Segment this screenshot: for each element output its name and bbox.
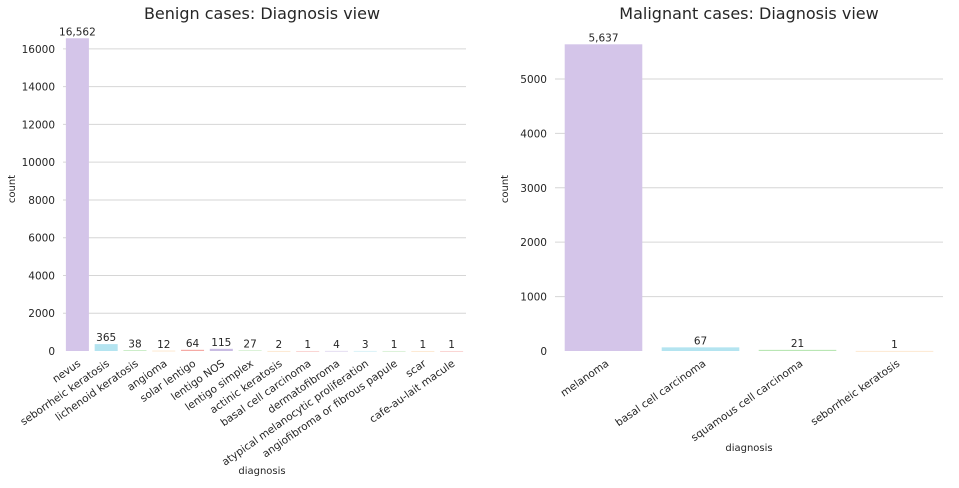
benign-bar: [181, 349, 205, 351]
malignant-value-labels: 5,637 67 21 1: [588, 32, 897, 351]
malignant-y-tick-label: 3000: [520, 183, 547, 195]
benign-bar-value-label: 2: [276, 339, 283, 351]
malignant-x-axis-label: diagnosis: [725, 443, 772, 454]
benign-bar-value-label: 1: [419, 339, 426, 351]
benign-bar: [65, 38, 89, 351]
benign-y-tick-label: 10000: [22, 157, 55, 169]
benign-y-tick-label: 2000: [28, 308, 55, 320]
benign-bar-value-label: 1: [391, 339, 398, 351]
malignant-y-axis-label: count: [500, 175, 511, 203]
malignant-bar: [661, 347, 740, 351]
malignant-bar-value-label: 67: [694, 335, 707, 347]
benign-bar-value-label: 12: [157, 339, 170, 351]
malignant-bar-value-label: 5,637: [588, 32, 618, 44]
malignant-y-tick-label: 5000: [520, 74, 547, 86]
benign-bar: [238, 350, 262, 351]
benign-bar: [209, 348, 233, 351]
benign-value-labels: 16,562 365 38 12 64 115 27 2 1 4 3 1 1 1: [59, 26, 455, 351]
malignant-x-tick-label: melanoma: [559, 358, 612, 400]
malignant-x-tick-label: seborrheic keratosis: [809, 358, 903, 428]
benign-bar: [123, 350, 147, 351]
benign-bar-value-label: 3: [362, 339, 369, 351]
malignant-bar-value-label: 21: [791, 338, 804, 350]
benign-y-tick-label: 4000: [28, 270, 55, 282]
benign-bar-value-label: 1: [448, 339, 455, 351]
benign-gridlines: [63, 48, 466, 314]
malignant-y-tick-label: 0: [540, 346, 547, 358]
benign-y-axis-label: count: [7, 175, 18, 203]
benign-bar: [267, 350, 291, 352]
benign-bar-value-label: 115: [211, 337, 231, 349]
benign-bar-value-label: 64: [186, 338, 200, 350]
benign-bar: [296, 350, 320, 352]
benign-bars: [65, 38, 464, 352]
benign-bar-value-label: 16,562: [59, 26, 96, 38]
benign-bar-value-label: 365: [96, 332, 116, 344]
benign-bar: [94, 344, 118, 351]
malignant-chart-title: Malignant cases: Diagnosis view: [619, 4, 878, 23]
malignant-y-tick-label: 4000: [520, 128, 547, 140]
malignant-x-tick-label: squamous cell carcinoma: [689, 358, 805, 444]
benign-bar: [440, 350, 464, 352]
malignant-y-tick-label: 1000: [520, 292, 547, 304]
malignant-bars: [564, 44, 934, 352]
benign-y-tick-label: 8000: [28, 195, 55, 207]
malignant-bar: [564, 44, 643, 351]
benign-chart-title: Benign cases: Diagnosis view: [144, 4, 380, 23]
benign-bar: [382, 350, 406, 352]
benign-x-axis-label: diagnosis: [238, 466, 285, 477]
benign-bar: [152, 350, 176, 352]
benign-chart-panel: Benign cases: Diagnosis view diagnosis c…: [7, 4, 466, 477]
malignant-y-tick-label: 2000: [520, 237, 547, 249]
malignant-bar: [758, 349, 837, 351]
benign-bar: [411, 350, 435, 352]
benign-bar-value-label: 4: [333, 339, 340, 351]
benign-bar-value-label: 1: [304, 339, 311, 351]
malignant-chart-panel: Malignant cases: Diagnosis view diagnosi…: [500, 4, 943, 454]
benign-bar: [324, 350, 348, 352]
malignant-y-ticks: 0 1000 2000 3000 4000 5000: [520, 74, 547, 358]
benign-bar: [353, 350, 377, 352]
benign-bar-value-label: 27: [243, 338, 256, 350]
benign-y-tick-label: 14000: [22, 82, 55, 94]
benign-y-tick-label: 16000: [22, 44, 55, 56]
malignant-x-tick-label: basal cell carcinoma: [613, 358, 708, 429]
benign-y-tick-label: 6000: [28, 233, 55, 245]
benign-y-tick-label: 12000: [22, 119, 55, 131]
benign-bar-value-label: 38: [128, 338, 141, 350]
benign-y-tick-label: 0: [48, 346, 55, 358]
malignant-bar: [855, 350, 934, 352]
benign-y-ticks: 0 2000 4000 6000 8000 10000 12000 14000 16000: [22, 44, 55, 358]
malignant-bar-value-label: 1: [891, 339, 898, 351]
